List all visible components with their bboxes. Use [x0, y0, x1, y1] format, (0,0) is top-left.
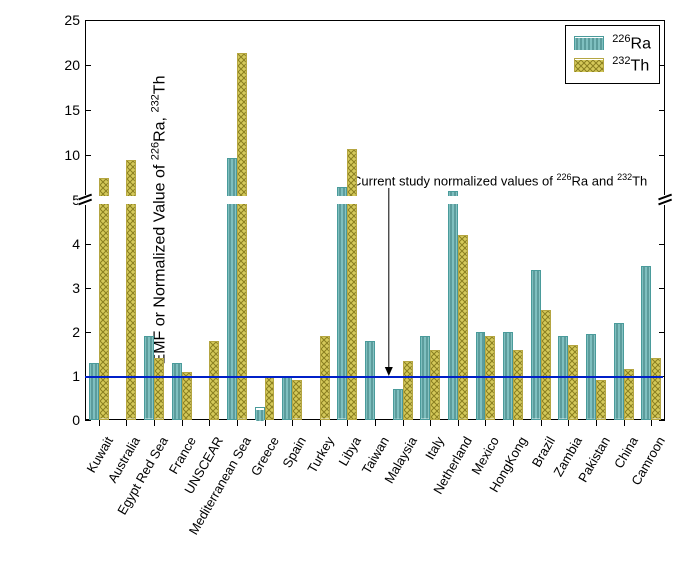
legend-label-ra: 226Ra — [612, 33, 651, 53]
legend-item-th: 232Th — [574, 55, 651, 75]
bar-break — [346, 196, 358, 204]
axis-break-left — [78, 195, 92, 205]
bar-break — [447, 196, 459, 204]
legend-swatch-ra — [574, 36, 604, 50]
chart-container: EMF or Normalized Value of 226Ra, 232Th … — [0, 0, 685, 561]
annotation-arrow — [0, 0, 685, 561]
bar-break — [125, 196, 137, 204]
bar-break — [236, 196, 248, 204]
legend: 226Ra 232Th — [565, 25, 660, 84]
bar-break — [98, 196, 110, 204]
legend-item-ra: 226Ra — [574, 33, 651, 53]
axis-break-right — [658, 195, 672, 205]
legend-swatch-th — [574, 58, 604, 72]
legend-label-th: 232Th — [612, 55, 649, 75]
